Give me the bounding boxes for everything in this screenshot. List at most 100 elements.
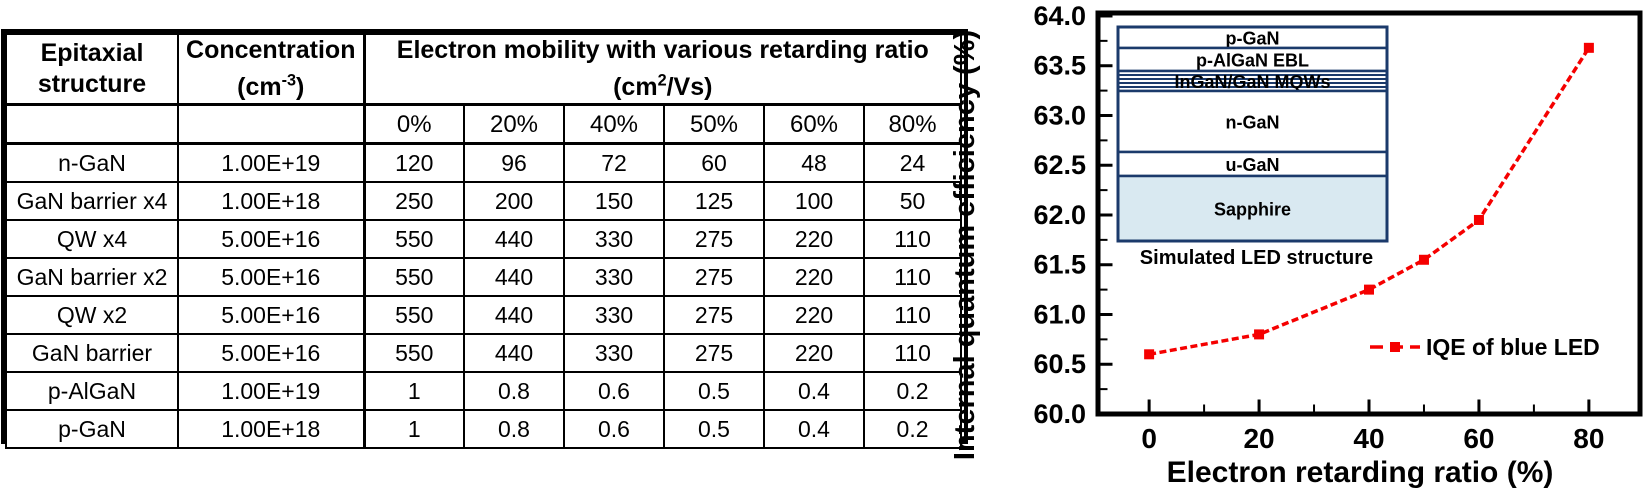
x-axis-title: Electron retarding ratio (%) bbox=[1167, 456, 1554, 489]
ratio-header-50%: 50% bbox=[663, 103, 765, 146]
inset-layer-label: p-AlGaN EBL bbox=[1196, 51, 1309, 71]
table-row: GaN barrier x4 1.00E+18 250 200 150 125 100 50 bbox=[5, 181, 963, 222]
cell-mobility: 200 bbox=[463, 181, 565, 222]
cell-mobility: 220 bbox=[763, 257, 865, 298]
data-point-marker bbox=[1473, 214, 1484, 225]
plot-box bbox=[1095, 10, 1643, 417]
cell-mobility: 96 bbox=[463, 142, 565, 184]
x-tick-label: 40 bbox=[1353, 423, 1384, 454]
cell-mobility: 72 bbox=[563, 142, 665, 184]
cell-concentration: 5.00E+16 bbox=[177, 333, 365, 374]
ratio-header-60%: 60% bbox=[763, 103, 865, 146]
cell-mobility: 48 bbox=[763, 142, 865, 184]
cell-structure: QW x2 bbox=[5, 295, 179, 336]
cell-structure: GaN barrier bbox=[5, 333, 179, 374]
cell-mobility: 110 bbox=[862, 257, 963, 298]
cell-mobility: 440 bbox=[463, 295, 565, 336]
cell-mobility: 330 bbox=[563, 333, 665, 374]
table-row: GaN barrier x2 5.00E+16 550 440 330 275 220 110 bbox=[5, 257, 963, 298]
cell-mobility: 110 bbox=[862, 295, 963, 336]
x-tick-label: 80 bbox=[1573, 423, 1604, 454]
table-row: n-GaN 1.00E+19 120 96 72 60 48 24 bbox=[5, 142, 963, 184]
cell-mobility: 550 bbox=[362, 219, 465, 260]
cell-structure: QW x4 bbox=[5, 219, 179, 260]
inset-layer-label: p-GaN bbox=[1226, 29, 1280, 49]
data-point-marker bbox=[1418, 254, 1429, 265]
cell-mobility: 0.2 bbox=[862, 371, 963, 412]
cell-mobility: 60 bbox=[663, 142, 765, 184]
cell-structure: GaN barrier x2 bbox=[5, 257, 179, 298]
cell-mobility: 275 bbox=[663, 257, 765, 298]
cell-mobility: 220 bbox=[763, 333, 865, 374]
inset-border bbox=[1116, 25, 1389, 243]
cell-mobility: 330 bbox=[563, 257, 665, 298]
y-tick-label: 63.5 bbox=[1033, 51, 1086, 81]
col-header-epitaxial-structure: Epitaxial structure bbox=[5, 33, 179, 107]
cell-mobility: 150 bbox=[563, 181, 665, 222]
inset-layer-label: Sapphire bbox=[1214, 200, 1291, 220]
y-tick-label: 63.0 bbox=[1033, 100, 1086, 130]
y-tick-label: 62.0 bbox=[1033, 200, 1086, 230]
y-tick-label: 62.5 bbox=[1033, 150, 1086, 180]
table-header-row: Epitaxial structure Concentration (cm-3)… bbox=[5, 33, 963, 107]
table-row: p-GaN 1.00E+18 1 0.8 0.6 0.5 0.4 0.2 bbox=[5, 409, 963, 450]
cell-structure: n-GaN bbox=[5, 142, 179, 184]
x-tick-label: 60 bbox=[1463, 423, 1494, 454]
cell-mobility: 275 bbox=[663, 295, 765, 336]
inset-caption: Simulated LED structure bbox=[1140, 247, 1373, 269]
cell-concentration: 1.00E+18 bbox=[177, 181, 365, 222]
cell-mobility: 220 bbox=[763, 219, 865, 260]
y-tick-label: 61.5 bbox=[1033, 250, 1086, 280]
ratio-header-row: 0% 20% 40% 50% 60% 80% bbox=[5, 103, 963, 146]
ratio-header-empty-structure bbox=[5, 103, 179, 146]
y-tick-label: 60.5 bbox=[1033, 349, 1086, 379]
legend-label: IQE of blue LED bbox=[1426, 334, 1600, 360]
cell-mobility: 330 bbox=[563, 295, 665, 336]
cell-mobility: 440 bbox=[463, 257, 565, 298]
ratio-header-0%: 0% bbox=[362, 103, 465, 146]
cell-mobility: 330 bbox=[563, 219, 665, 260]
cell-mobility: 0.2 bbox=[862, 409, 963, 450]
inset-layer bbox=[1116, 174, 1389, 243]
cell-mobility: 0.8 bbox=[463, 371, 565, 412]
legend-marker bbox=[1390, 342, 1400, 352]
data-point-marker bbox=[1254, 329, 1265, 340]
series-line bbox=[1148, 46, 1591, 357]
x-tick-label: 0 bbox=[1141, 423, 1157, 454]
cell-mobility: 1 bbox=[362, 409, 465, 450]
cell-mobility: 50 bbox=[862, 181, 963, 222]
cell-structure: GaN barrier x4 bbox=[5, 181, 179, 222]
cell-mobility: 1 bbox=[362, 371, 465, 412]
cell-mobility: 250 bbox=[362, 181, 465, 222]
cell-mobility: 550 bbox=[362, 257, 465, 298]
legend: IQE of blue LED bbox=[1370, 334, 1600, 360]
cell-mobility: 220 bbox=[763, 295, 865, 336]
cell-mobility: 0.5 bbox=[663, 409, 765, 450]
data-point-marker bbox=[1364, 284, 1374, 295]
cell-mobility: 0.6 bbox=[563, 371, 665, 412]
table-row: GaN barrier 5.00E+16 550 440 330 275 220 110 bbox=[5, 333, 963, 374]
iqe-chart-svg: 60.0 60.5 61.0 61.5 62.0 62.5 63.0 63.5 64.0 Inte… bbox=[949, 1, 1643, 489]
data-point-marker bbox=[1144, 349, 1155, 360]
cell-mobility: 120 bbox=[362, 142, 465, 184]
ratio-header-40%: 40% bbox=[563, 103, 665, 146]
inset-layer-label: n-GaN bbox=[1226, 113, 1280, 133]
cell-mobility: 110 bbox=[862, 333, 963, 374]
ratio-header-20%: 20% bbox=[463, 103, 565, 146]
data-point-marker bbox=[1583, 42, 1594, 53]
cell-mobility: 550 bbox=[362, 295, 465, 336]
cell-concentration: 1.00E+19 bbox=[177, 142, 365, 184]
cell-mobility: 0.4 bbox=[763, 409, 865, 450]
ratio-header-empty-concentration bbox=[177, 103, 365, 146]
cell-mobility: 0.4 bbox=[763, 371, 865, 412]
cell-mobility: 550 bbox=[362, 333, 465, 374]
y-tick-label: 60.0 bbox=[1033, 399, 1086, 429]
x-tick-label: 20 bbox=[1243, 423, 1274, 454]
cell-mobility: 0.6 bbox=[563, 409, 665, 450]
cell-mobility: 275 bbox=[663, 333, 765, 374]
table-body: n-GaN 1.00E+19 120 96 72 60 48 24 GaN barrier x4… bbox=[5, 142, 963, 450]
cell-mobility: 24 bbox=[862, 142, 963, 184]
epitaxial-structure-table: Epitaxial structure Concentration (cm-3)… bbox=[5, 33, 963, 450]
